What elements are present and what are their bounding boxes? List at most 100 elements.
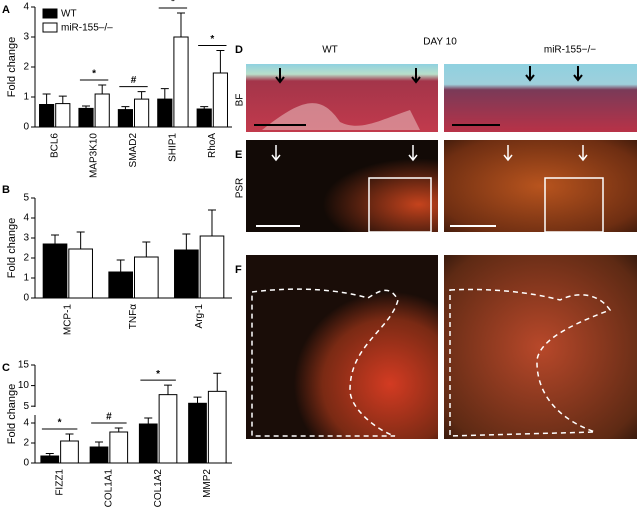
error-bar bbox=[216, 50, 225, 73]
bar bbox=[89, 446, 109, 464]
y-axis-label: Fold change bbox=[6, 384, 18, 445]
panel-letter: C bbox=[2, 362, 10, 374]
bar bbox=[60, 440, 79, 464]
error-bar bbox=[98, 84, 107, 94]
significance-label: * bbox=[58, 418, 62, 429]
y-tick-label: 1 bbox=[23, 273, 29, 284]
bar bbox=[94, 93, 110, 128]
bar bbox=[207, 390, 227, 464]
panel-letter: A bbox=[2, 4, 10, 16]
error-bar bbox=[207, 209, 216, 236]
legend-swatch bbox=[42, 8, 58, 19]
y-tick-label: 2 bbox=[23, 438, 29, 449]
error-bar bbox=[51, 234, 60, 244]
zoom-wt-image bbox=[246, 255, 438, 439]
significance-label: * bbox=[210, 34, 214, 45]
y-axis-label: Fold change bbox=[6, 218, 18, 279]
y-tick-label: 10 bbox=[18, 380, 30, 391]
x-tick-label: COL1A2 bbox=[153, 469, 164, 508]
error-bar bbox=[116, 259, 125, 272]
bar bbox=[117, 109, 134, 128]
error-bar bbox=[193, 396, 202, 404]
psr-ko-image bbox=[444, 140, 637, 232]
y-tick-label: 0 bbox=[23, 122, 29, 133]
bar bbox=[68, 248, 93, 299]
error-bar bbox=[121, 106, 130, 110]
bar bbox=[174, 249, 199, 299]
bar bbox=[196, 108, 212, 128]
error-bar bbox=[114, 427, 123, 432]
column-title: WT bbox=[322, 45, 338, 56]
bar bbox=[42, 243, 68, 299]
bar bbox=[158, 394, 178, 464]
bar bbox=[157, 98, 173, 128]
bar bbox=[138, 423, 158, 464]
significance-label: # bbox=[131, 75, 137, 86]
y-tick-label: 4 bbox=[23, 418, 29, 429]
y-tick-label: 5 bbox=[23, 401, 29, 412]
y-axis-label: Fold change bbox=[6, 37, 18, 98]
row-label: BF bbox=[235, 94, 246, 107]
outlines bbox=[251, 288, 612, 437]
y-tick-label: 4 bbox=[23, 2, 29, 13]
bar bbox=[55, 103, 71, 128]
legend-swatch bbox=[42, 22, 58, 33]
error-bar bbox=[160, 88, 169, 100]
error-bar bbox=[42, 93, 51, 105]
panel-letter: D bbox=[235, 44, 243, 56]
error-bar bbox=[144, 417, 153, 424]
bar bbox=[212, 72, 228, 128]
y-tick-label: 1 bbox=[23, 92, 29, 103]
y-tick-label: 0 bbox=[23, 293, 29, 304]
error-bar bbox=[142, 241, 151, 257]
error-bar bbox=[200, 106, 209, 109]
bar bbox=[188, 402, 207, 464]
psr-wt-image bbox=[246, 140, 438, 232]
error-bar bbox=[163, 384, 172, 395]
y-tick-label: 2 bbox=[23, 62, 29, 73]
y-tick-label: 4 bbox=[23, 213, 29, 224]
error-bar bbox=[45, 453, 54, 456]
arrows bbox=[275, 66, 583, 84]
bar bbox=[173, 36, 189, 128]
error-bar bbox=[82, 105, 91, 109]
zoom-ko-image bbox=[444, 255, 637, 439]
error-bar bbox=[182, 233, 191, 250]
x-tick-label: FIZZ1 bbox=[54, 469, 65, 496]
y-tick-label: 5 bbox=[23, 193, 29, 204]
y-tick-label: 3 bbox=[23, 233, 29, 244]
x-tick-label: MCP-1 bbox=[62, 304, 73, 336]
x-tick-label: MAP3K10 bbox=[89, 133, 100, 178]
significance-label: * bbox=[156, 369, 160, 380]
zoom-boxes bbox=[271, 145, 604, 233]
bf-ko-image bbox=[444, 64, 637, 132]
legend-label: WT bbox=[61, 9, 77, 20]
y-tick-label: 15 bbox=[18, 360, 30, 371]
error-bar bbox=[176, 12, 185, 37]
y-tick-label: 0 bbox=[23, 458, 29, 469]
error-bar bbox=[58, 95, 67, 104]
bar bbox=[199, 235, 225, 299]
error-bar bbox=[76, 231, 85, 249]
bar bbox=[39, 104, 55, 128]
bar bbox=[134, 98, 150, 128]
panel-letter: B bbox=[2, 184, 10, 196]
micrographs: D WT DAY 10 miR-155−/− BF E PSR F bbox=[235, 37, 637, 439]
x-tick-label: SHIP1 bbox=[168, 133, 179, 162]
wound-area bbox=[262, 103, 420, 130]
error-bar bbox=[137, 91, 146, 100]
y-tick-label: 2 bbox=[23, 253, 29, 264]
column-title: miR-155−/− bbox=[544, 45, 596, 56]
error-bar bbox=[95, 441, 104, 447]
x-tick-label: SMAD2 bbox=[128, 133, 139, 168]
x-tick-label: RhoA bbox=[207, 133, 218, 158]
bar bbox=[40, 455, 60, 464]
x-tick-label: TNFα bbox=[128, 304, 139, 329]
bar bbox=[134, 256, 159, 299]
bar bbox=[78, 107, 94, 128]
day-label: DAY 10 bbox=[423, 37, 457, 48]
row-label: PSR bbox=[235, 178, 246, 199]
x-tick-label: MMP2 bbox=[202, 469, 213, 498]
significance-label: * bbox=[171, 0, 175, 8]
error-bar bbox=[65, 433, 74, 441]
